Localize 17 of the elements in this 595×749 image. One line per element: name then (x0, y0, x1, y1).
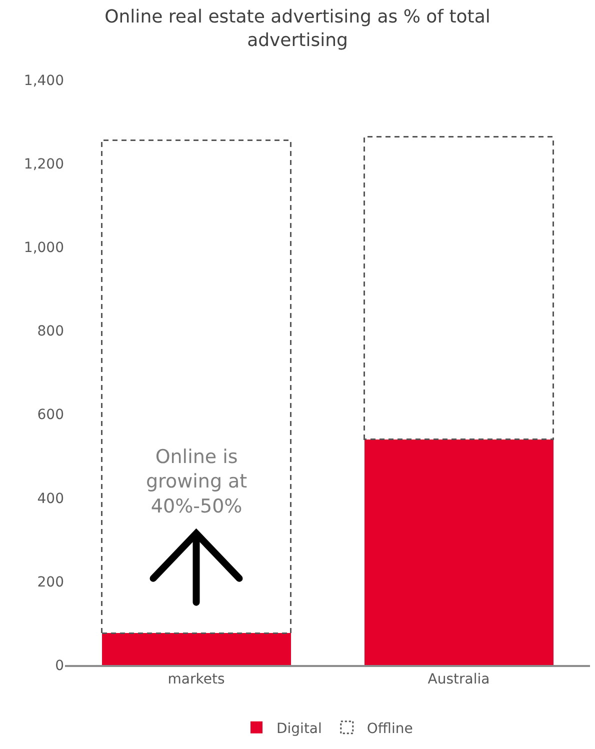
y-tick-label: 800 (37, 324, 64, 340)
annotation: Online is growing at 40%-50% (146, 446, 248, 518)
bar (102, 633, 291, 665)
x-tick-label: Australia (428, 672, 490, 688)
y-tick-label: 1,200 (24, 156, 64, 172)
legend-label: Offline (366, 720, 413, 737)
y-tick-label: 1,400 (24, 72, 64, 89)
y-tick-label: 1,000 (24, 240, 64, 256)
y-tick-label: 400 (37, 490, 64, 507)
y-tick-label: 600 (37, 407, 64, 424)
chart-title: Online real estate advertising as % of total advertising (104, 6, 490, 51)
y-tick-label: 0 (55, 658, 64, 674)
legend-label: Digital (276, 720, 322, 737)
bar (364, 439, 554, 665)
x-tick-label: markets (168, 672, 225, 688)
bar (364, 136, 554, 440)
y-tick-label: 200 (37, 574, 64, 590)
